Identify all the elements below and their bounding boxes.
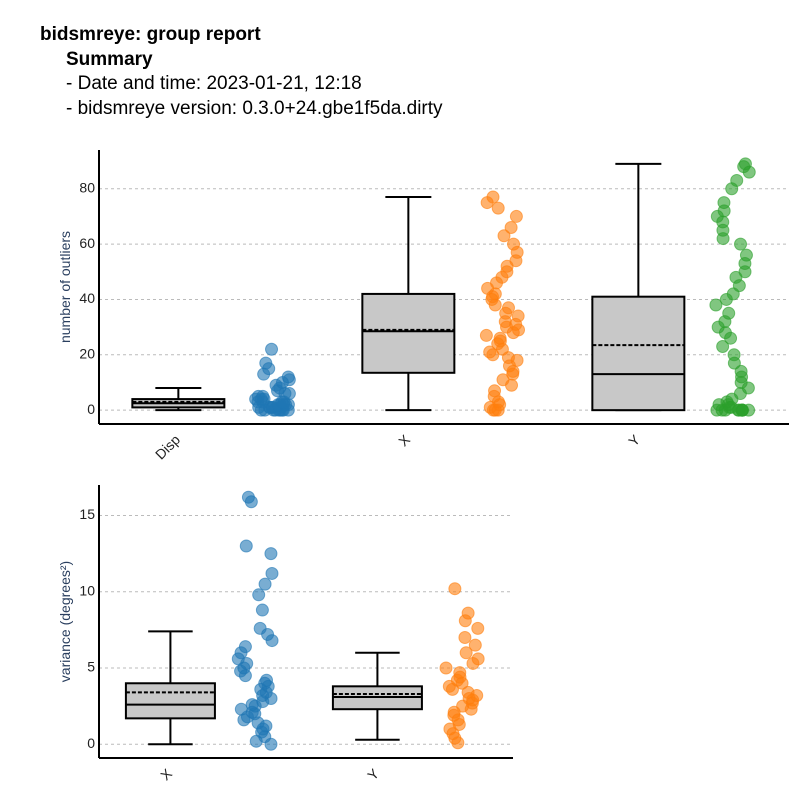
point — [717, 196, 731, 210]
point — [256, 389, 270, 403]
point — [501, 301, 515, 315]
y-tick-label: 0 — [87, 735, 95, 751]
point — [234, 702, 248, 716]
point — [448, 582, 462, 596]
point — [471, 621, 485, 635]
x-tick-label: Y — [625, 431, 643, 449]
point — [716, 340, 730, 354]
y-tick-label: 40 — [79, 290, 95, 306]
point — [491, 201, 505, 215]
point — [260, 673, 274, 687]
point — [265, 566, 279, 580]
point — [468, 638, 482, 652]
y-tick-label: 80 — [79, 179, 95, 195]
point — [735, 403, 749, 417]
x-tick-label: X — [157, 765, 175, 783]
point — [471, 652, 485, 666]
point — [507, 237, 521, 251]
point — [734, 237, 748, 251]
point — [479, 328, 493, 342]
point — [511, 309, 525, 323]
point — [509, 209, 523, 223]
y-tick-label: 15 — [79, 506, 95, 522]
summary-line: - Date and time: 2023-01-21, 12:18 — [66, 73, 362, 94]
y-tick-label: 5 — [87, 659, 95, 675]
point — [461, 685, 475, 699]
point — [245, 698, 259, 712]
y-tick-label: 0 — [87, 401, 95, 417]
box — [124, 682, 216, 720]
y-axis-label: variance (degrees²) — [57, 561, 73, 682]
y-axis-label: number of outliers — [57, 231, 73, 343]
point — [259, 356, 273, 370]
box — [361, 292, 456, 374]
point — [281, 370, 295, 384]
point — [739, 248, 753, 262]
point — [252, 588, 266, 602]
point — [504, 220, 518, 234]
point — [265, 342, 279, 356]
y-tick-label: 60 — [79, 235, 95, 251]
point — [493, 331, 507, 345]
y-tick-label: 20 — [79, 346, 95, 362]
y-tick-label: 10 — [79, 582, 95, 598]
point — [488, 384, 502, 398]
point — [241, 490, 255, 504]
point — [239, 539, 253, 553]
point — [727, 348, 741, 362]
summary-heading: Summary — [66, 49, 153, 70]
point — [496, 373, 510, 387]
x-tick-label: Y — [364, 765, 382, 783]
point — [253, 621, 267, 635]
point — [738, 157, 752, 171]
point — [730, 173, 744, 187]
x-tick-label: X — [395, 431, 413, 449]
point — [258, 577, 272, 591]
point — [486, 190, 500, 204]
point — [461, 606, 475, 620]
summary-line: - bidsmreye version: 0.3.0+24.gbe1f5da.d… — [66, 98, 443, 119]
point — [238, 640, 252, 654]
box — [591, 295, 686, 412]
point — [255, 603, 269, 617]
point — [722, 306, 736, 320]
point — [264, 547, 278, 561]
point — [709, 298, 723, 312]
point — [497, 229, 511, 243]
point — [453, 666, 467, 680]
point — [483, 345, 497, 359]
report-title: bidsmreye: group report — [40, 24, 261, 45]
point — [458, 631, 472, 645]
point — [459, 646, 473, 660]
point — [439, 661, 453, 675]
x-tick-label: Disp — [152, 431, 183, 462]
